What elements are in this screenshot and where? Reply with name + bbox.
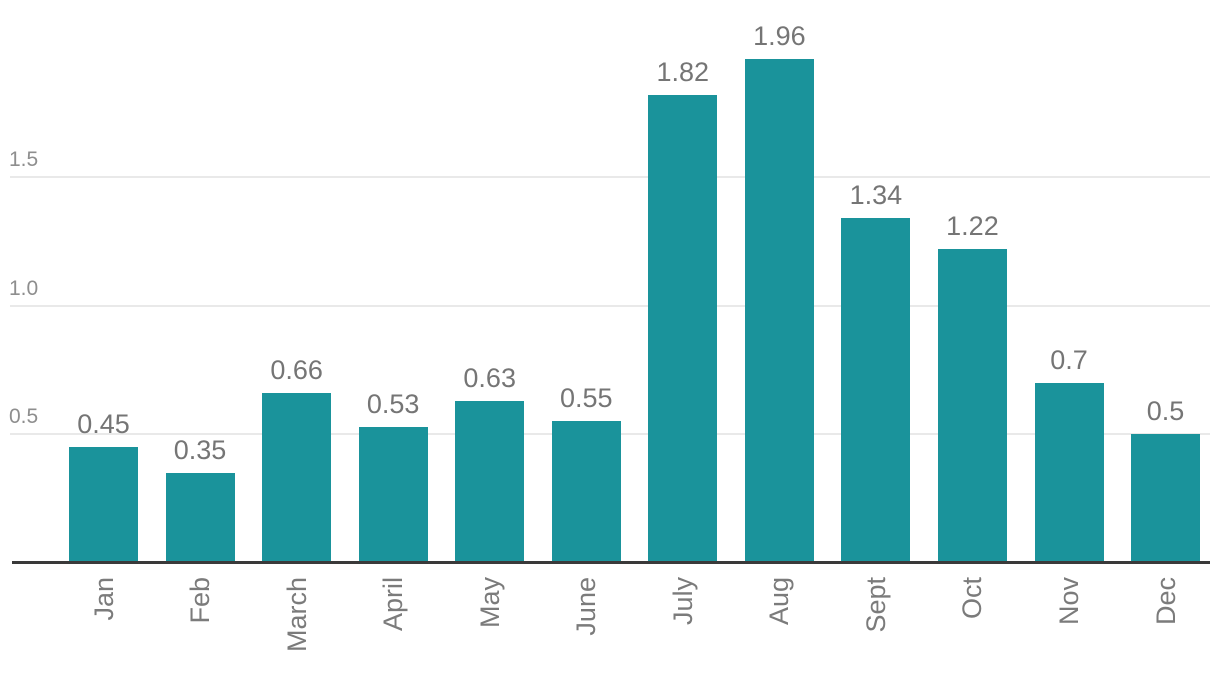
bar-nov: [1034, 382, 1104, 563]
bar-feb: [165, 472, 235, 563]
bar-value-label: 0.55: [559, 383, 613, 414]
bar-value-label: 0.66: [270, 355, 323, 386]
bar-value-label: 0.63: [463, 362, 516, 393]
gridline-1.5: [10, 176, 1210, 179]
x-tick-label-aug: Aug: [764, 577, 795, 626]
bar-value-label: 0.5: [1146, 396, 1185, 427]
bar-value-label: 1.22: [946, 211, 999, 242]
x-tick-label-july: July: [667, 577, 698, 626]
bar-value-label: 1.34: [849, 180, 903, 211]
bar-july: [648, 94, 718, 563]
bar-jan: [69, 447, 138, 563]
x-tick-label-oct: Oct: [957, 577, 988, 620]
bar-aug: [744, 58, 814, 563]
x-tick-label-april: April: [378, 577, 409, 632]
bar-april: [358, 426, 428, 563]
bar-value-label: 1.96: [753, 20, 806, 51]
x-tick-label-nov: Nov: [1054, 577, 1084, 626]
bar-sept: [841, 218, 911, 563]
gridline-1.0: [10, 304, 1210, 307]
y-tick-label: 1.0: [9, 276, 39, 300]
bar-june: [551, 421, 621, 563]
bar-value-label: 0.35: [173, 434, 227, 465]
bar-dec: [1131, 434, 1201, 563]
x-axis-line: [12, 561, 1210, 564]
bar-value-label: 1.82: [656, 56, 710, 87]
x-tick-label-dec: Dec: [1150, 577, 1181, 626]
y-tick-label: 1.5: [9, 148, 39, 172]
x-tick-label-june: June: [571, 577, 602, 636]
x-tick-label-march: March: [281, 577, 312, 653]
x-tick-label-sept: Sept: [860, 577, 891, 633]
x-tick-label-may: May: [474, 577, 505, 629]
bar-value-label: 0.45: [77, 409, 130, 440]
bar-value-label: 0.53: [366, 388, 420, 419]
bar-oct: [937, 249, 1007, 563]
bar-march: [262, 393, 332, 563]
x-tick-label-jan: Jan: [88, 577, 119, 621]
bar-may: [455, 400, 525, 563]
bar-value-label: 0.7: [1050, 344, 1088, 375]
x-tick-label-feb: Feb: [185, 577, 216, 624]
y-tick-label: 0.5: [9, 405, 39, 429]
